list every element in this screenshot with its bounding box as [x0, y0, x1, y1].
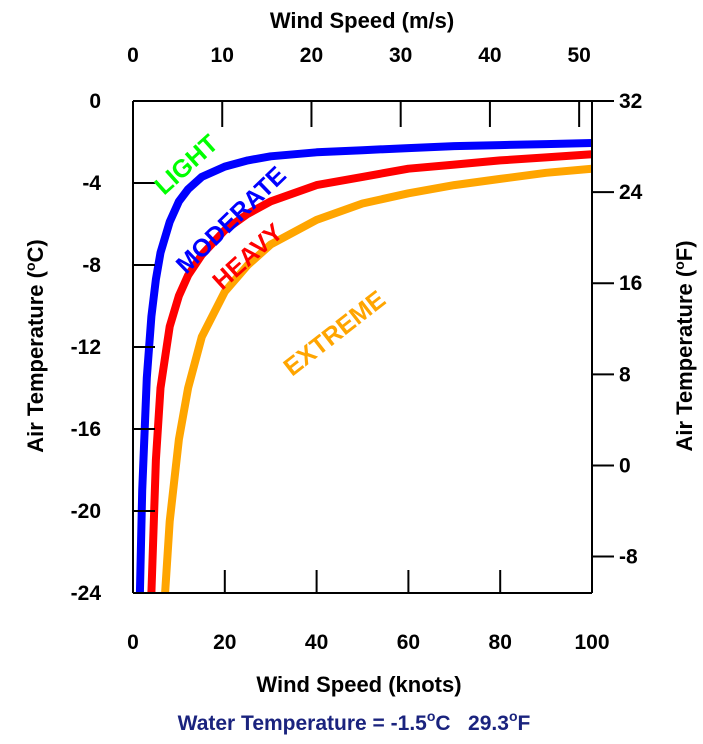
x-top-tick-label: 0	[127, 44, 139, 67]
x-bottom-tick-label: 40	[305, 631, 328, 654]
x-top-tick-label: 50	[567, 44, 590, 67]
series-line-moderate	[135, 139, 592, 593]
y-left-tick-label: -20	[71, 500, 101, 523]
y-left-tick-label: 0	[89, 90, 101, 113]
y-left-tick-label: -8	[82, 254, 101, 277]
y-right-tick-label: 0	[619, 454, 631, 477]
series-line-extreme	[161, 164, 592, 593]
x-top-tick-label: 30	[389, 44, 412, 67]
y-left-axis-title: Air Temperature (oC)	[22, 239, 48, 453]
y-right-tick-label: 16	[619, 272, 642, 295]
y-right-tick-label: 24	[619, 181, 643, 204]
water-temperature-note: Water Temperature = -1.5oC 29.3oF	[178, 708, 531, 735]
axes-layer	[132, 100, 614, 594]
x-bottom-tick-label: 20	[213, 631, 236, 654]
y-right-tick-label: 32	[619, 90, 642, 113]
y-right-tick-label: -8	[619, 546, 638, 569]
x-top-axis-title: Wind Speed (m/s)	[270, 8, 454, 33]
y-left-tick-label: -24	[71, 582, 102, 605]
series-layer	[135, 139, 592, 593]
y-right-axis-title: Air Temperature (oF)	[671, 240, 697, 451]
zone-label-extreme: EXTREME	[278, 285, 390, 381]
x-bottom-tick-label: 0	[127, 631, 139, 654]
x-bottom-tick-label: 100	[574, 631, 609, 654]
x-top-tick-label: 10	[211, 44, 234, 67]
x-top-tick-label: 20	[300, 44, 323, 67]
y-right-tick-label: 8	[619, 363, 631, 386]
y-left-tick-label: -4	[82, 172, 101, 195]
x-bottom-tick-label: 60	[397, 631, 420, 654]
x-top-tick-label: 40	[478, 44, 501, 67]
y-left-tick-label: -16	[71, 418, 101, 441]
x-bottom-tick-label: 80	[489, 631, 512, 654]
x-bottom-axis-title: Wind Speed (knots)	[256, 672, 461, 697]
series-line-heavy	[147, 150, 592, 593]
y-left-tick-label: -12	[71, 336, 101, 359]
